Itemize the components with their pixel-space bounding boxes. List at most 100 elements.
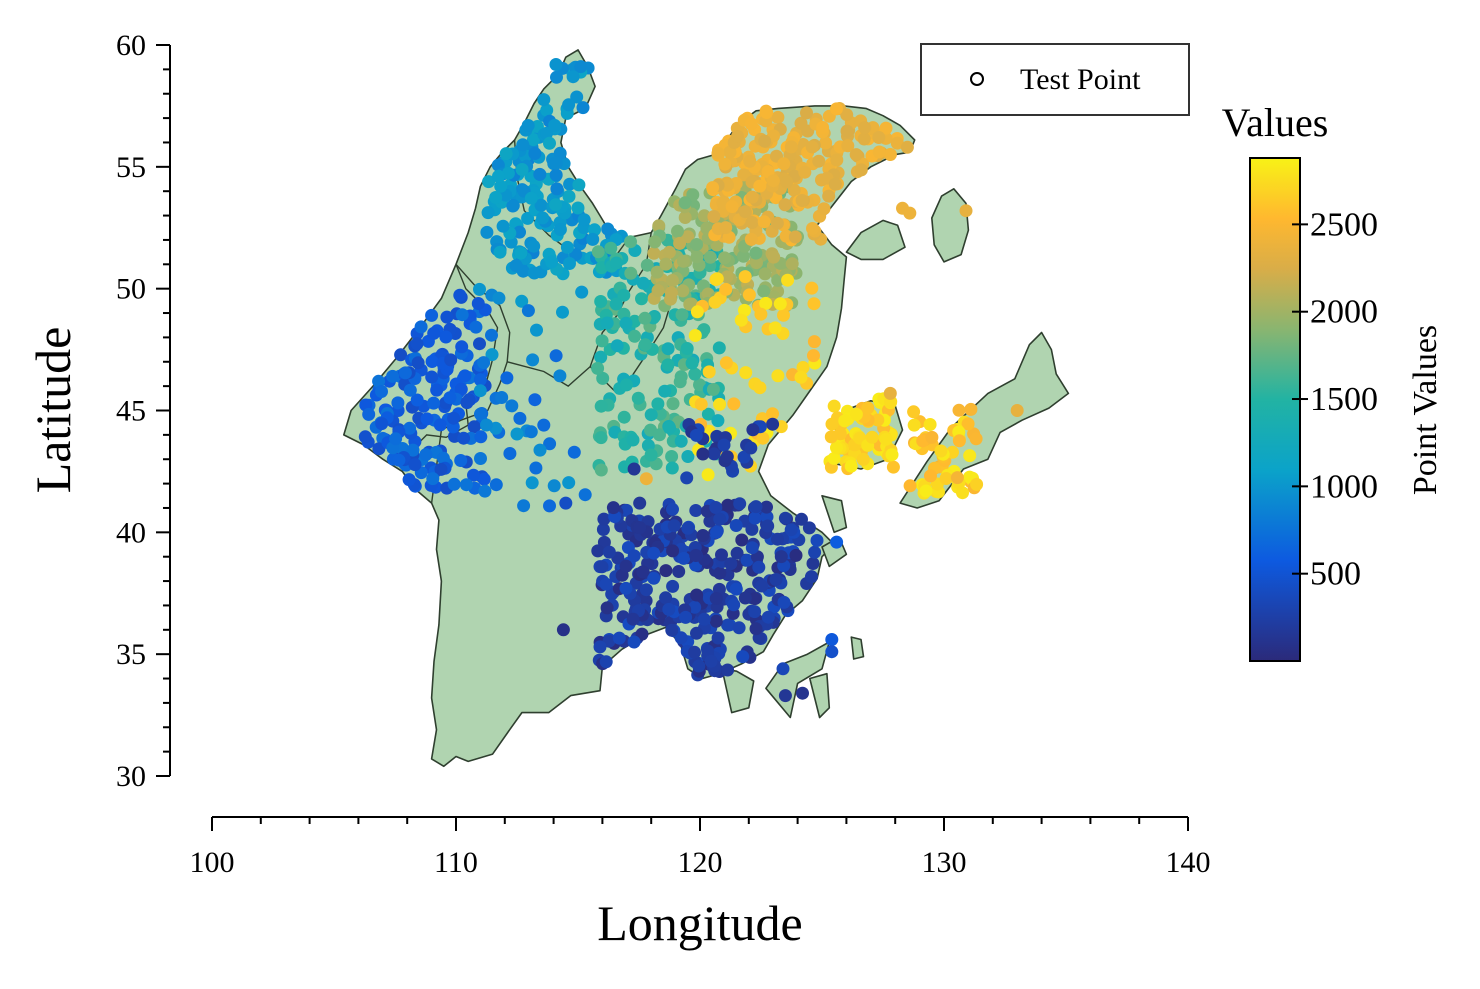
data-point-1065 (830, 441, 843, 455)
data-point-981 (719, 356, 733, 370)
data-point-388 (665, 461, 679, 475)
data-point-984 (805, 281, 819, 295)
data-point-166 (471, 297, 485, 310)
data-point-996 (688, 329, 702, 342)
data-point-304 (549, 198, 563, 212)
data-point-1027 (856, 452, 870, 466)
data-point-354 (503, 447, 517, 460)
data-point-147 (427, 326, 441, 340)
data-point-840 (840, 108, 854, 122)
data-point-1415 (738, 591, 752, 605)
data-point-513 (609, 256, 623, 270)
island-shape-8 (808, 672, 831, 719)
data-point-982 (702, 365, 716, 379)
data-point-864 (744, 232, 758, 246)
data-point-492 (617, 288, 631, 302)
data-point-554 (591, 245, 605, 259)
data-point-465 (628, 329, 642, 343)
data-point-478 (706, 383, 720, 396)
data-point-708 (757, 284, 771, 298)
data-point-1470 (720, 450, 734, 464)
data-point-1490 (593, 640, 607, 654)
data-point-327 (550, 182, 564, 196)
data-point-1387 (745, 541, 759, 555)
data-point-1126 (903, 479, 917, 493)
data-point-369 (474, 452, 487, 465)
data-point-637 (758, 267, 772, 281)
y-tick-label: 45 (116, 395, 146, 428)
data-point-1348 (749, 500, 763, 514)
data-point-282 (506, 199, 520, 213)
data-point-1346 (674, 631, 688, 645)
y-tick-label: 60 (116, 29, 146, 62)
colorbar-tick-label: 1500 (1310, 381, 1378, 418)
data-point-1315 (710, 525, 723, 539)
data-point-109 (402, 473, 416, 487)
data-point-826 (879, 121, 893, 135)
data-point-526 (675, 308, 689, 322)
data-point-1481 (778, 689, 792, 703)
data-point-1298 (730, 546, 744, 560)
data-point-1391 (709, 501, 723, 514)
data-point-669 (676, 284, 690, 298)
data-point-347 (543, 499, 556, 513)
data-point-873 (718, 157, 732, 171)
data-point-163 (403, 383, 417, 397)
colorbar-tick-label: 1000 (1310, 468, 1378, 505)
data-point-958 (781, 273, 795, 287)
data-point-1128 (919, 484, 933, 498)
data-point-510 (644, 408, 658, 422)
data-point-1382 (774, 550, 788, 564)
data-point-323 (560, 240, 574, 254)
data-point-543 (661, 342, 675, 356)
data-point-900 (890, 136, 904, 150)
colorbar-gradient (1249, 157, 1301, 662)
data-point-1434 (633, 521, 647, 535)
data-point-514 (661, 358, 675, 372)
data-point-898 (872, 131, 886, 144)
data-point-73 (358, 430, 372, 444)
data-point-1488 (849, 148, 863, 162)
data-point-714 (678, 196, 692, 210)
data-point-1422 (677, 551, 691, 565)
data-point-316 (562, 98, 576, 112)
data-point-1072 (865, 430, 879, 444)
data-point-504 (596, 371, 610, 385)
data-point-969 (756, 431, 770, 445)
data-point-1317 (736, 650, 750, 664)
data-point-169 (375, 417, 389, 431)
data-point-718 (785, 257, 799, 271)
colorbar-title: Values (1222, 100, 1329, 145)
data-point-1057 (844, 459, 858, 473)
data-point-556 (638, 311, 652, 325)
data-point-374 (495, 391, 509, 404)
data-point-1469 (746, 423, 760, 437)
data-point-274 (540, 126, 553, 140)
data-point-633 (686, 188, 700, 202)
data-point-886 (841, 139, 855, 153)
data-point-994 (690, 305, 704, 319)
data-point-882 (883, 148, 897, 161)
data-point-1437 (701, 644, 715, 658)
data-point-925 (816, 121, 830, 134)
data-point-1390 (709, 592, 723, 605)
data-point-1449 (688, 645, 701, 659)
data-point-168 (426, 472, 440, 486)
data-point-1067 (824, 430, 838, 444)
data-point-919 (828, 177, 842, 191)
data-point-932 (872, 145, 886, 159)
data-point-552 (594, 463, 608, 477)
data-point-1423 (689, 549, 703, 562)
data-point-860 (857, 132, 871, 146)
data-point-717 (767, 250, 781, 264)
data-point-1413 (784, 523, 798, 537)
colorbar-label: Point Values (1407, 325, 1444, 495)
data-point-1442 (619, 559, 633, 573)
data-point-1445 (619, 581, 633, 595)
data-point-903 (738, 205, 752, 219)
data-point-712 (671, 224, 684, 238)
data-point-545 (680, 342, 694, 355)
data-point-164 (444, 353, 458, 367)
data-point-160 (386, 369, 400, 383)
data-point-525 (594, 399, 608, 413)
